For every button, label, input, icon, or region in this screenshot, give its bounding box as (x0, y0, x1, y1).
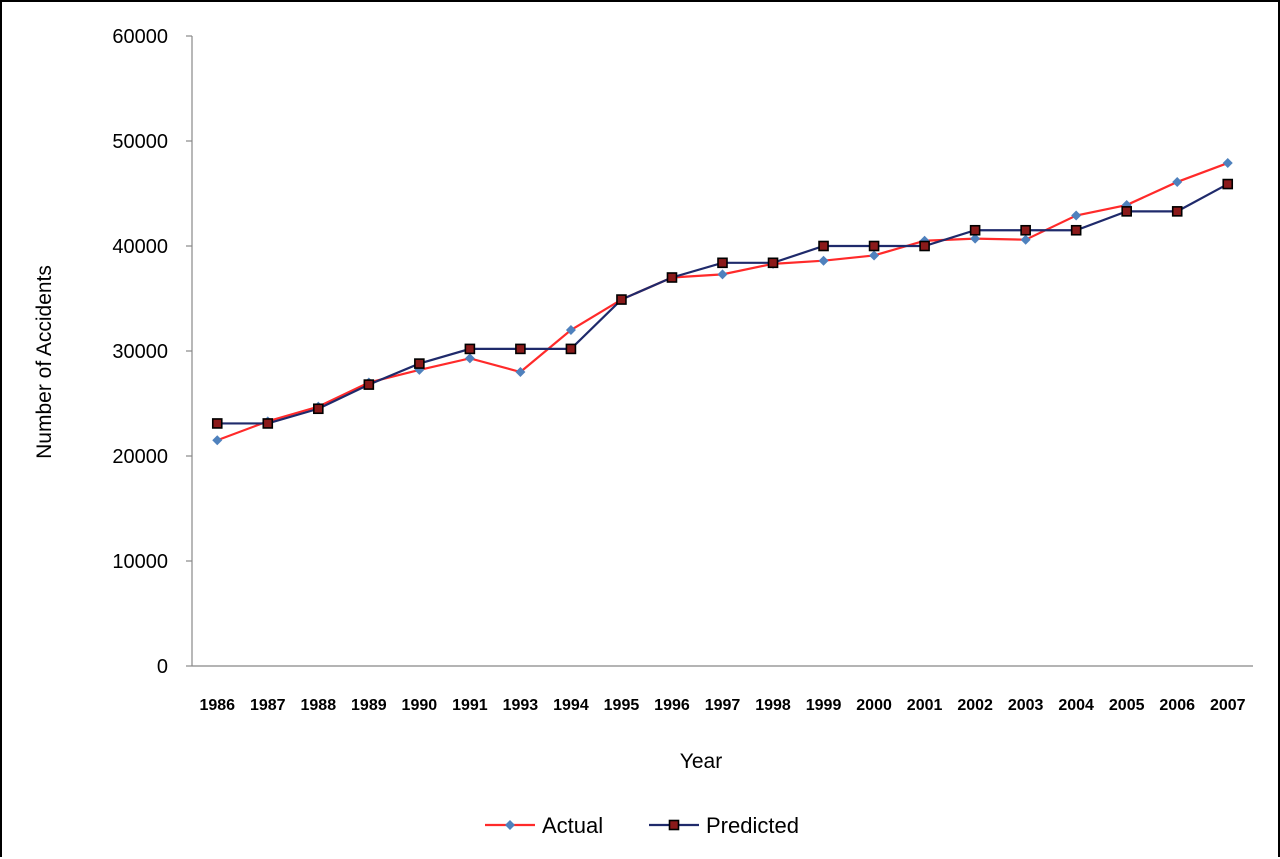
data-point-predicted (969, 224, 981, 236)
x-tick-label: 1997 (705, 697, 741, 714)
series-predicted (211, 178, 1234, 429)
data-point-predicted (767, 257, 779, 269)
x-tick-label: 1996 (654, 697, 690, 714)
data-point-predicted (262, 418, 274, 429)
legend-label: Predicted (706, 813, 799, 838)
x-tick-label: 1999 (806, 697, 842, 714)
data-point-predicted (1222, 178, 1234, 190)
y-tick-label: 50000 (112, 131, 168, 153)
data-point-predicted (1171, 206, 1183, 217)
data-point-actual (1020, 234, 1031, 245)
data-point-predicted (1020, 224, 1031, 236)
data-point-actual (818, 255, 829, 266)
data-point-predicted (919, 240, 930, 252)
data-point-actual (717, 269, 728, 280)
x-tick-label: 2004 (1058, 697, 1094, 714)
data-point-predicted (313, 403, 324, 415)
x-tick-label: 2006 (1159, 697, 1195, 714)
x-tick-label: 1993 (503, 697, 539, 714)
y-tick-labels: 0 10000 20000 30000 40000 50000 60000 (112, 26, 168, 678)
x-tick-label: 1995 (604, 697, 640, 714)
axes (186, 35, 1253, 667)
data-point-actual (464, 353, 475, 364)
data-point-actual (869, 250, 880, 261)
y-tick-label: 60000 (112, 26, 168, 48)
x-tick-label: 2007 (1210, 697, 1246, 714)
data-point-predicted (717, 257, 728, 269)
data-point-predicted (515, 343, 526, 355)
data-point-predicted (1121, 206, 1132, 217)
x-tick-label: 1987 (250, 697, 286, 714)
data-point-predicted (616, 294, 627, 305)
legend-label: Actual (542, 813, 603, 838)
x-tick-label: 1986 (199, 697, 235, 714)
x-axis-title: Year (680, 750, 722, 773)
legend-item-actual: Actual (485, 813, 603, 838)
series-layer (211, 158, 1234, 446)
y-axis-title: Number of Accidents (33, 265, 56, 459)
y-tick-label: 30000 (112, 341, 168, 363)
series-actual (212, 158, 1233, 446)
x-tick-label: 1998 (755, 697, 791, 714)
x-tick-labels: 1986 1987 1988 1989 1990 1991 1993 1994 1995 1996… (199, 697, 1245, 714)
y-tick-label: 10000 (112, 551, 168, 573)
x-tick-label: 1991 (452, 697, 488, 714)
data-point-predicted (818, 240, 829, 252)
data-point-actual (212, 435, 223, 446)
data-point-predicted (565, 343, 577, 355)
x-tick-label: 1990 (402, 697, 438, 714)
x-tick-label: 1994 (553, 697, 589, 714)
data-point-predicted (666, 272, 678, 283)
data-point-predicted (868, 240, 880, 252)
legend-marker (668, 819, 680, 831)
y-tick-label: 20000 (112, 446, 168, 468)
data-point-predicted (414, 358, 425, 369)
y-tick-label: 0 (157, 656, 168, 678)
data-point-actual (970, 233, 981, 244)
data-point-predicted (464, 343, 476, 355)
legend-item-predicted: Predicted (649, 813, 799, 838)
x-tick-label: 2002 (957, 697, 993, 714)
data-point-actual (1071, 210, 1082, 221)
data-point-predicted (211, 418, 223, 429)
data-point-predicted (363, 379, 375, 390)
legend-marker (505, 820, 515, 830)
x-tick-label: 1989 (351, 697, 387, 714)
data-point-actual (1222, 158, 1233, 169)
data-point-actual (1172, 176, 1183, 187)
data-point-predicted (1070, 224, 1082, 236)
x-tick-label: 2005 (1109, 697, 1145, 714)
data-point-actual (565, 325, 576, 335)
data-point-actual (515, 367, 526, 377)
x-tick-label: 1988 (301, 697, 337, 714)
x-tick-label: 2001 (907, 697, 943, 714)
series-line-actual (216, 162, 1229, 442)
y-tick-label: 40000 (112, 236, 168, 258)
x-tick-label: 2000 (856, 697, 892, 714)
x-tick-label: 2003 (1008, 697, 1044, 714)
legend: Actual Predicted (485, 813, 799, 838)
